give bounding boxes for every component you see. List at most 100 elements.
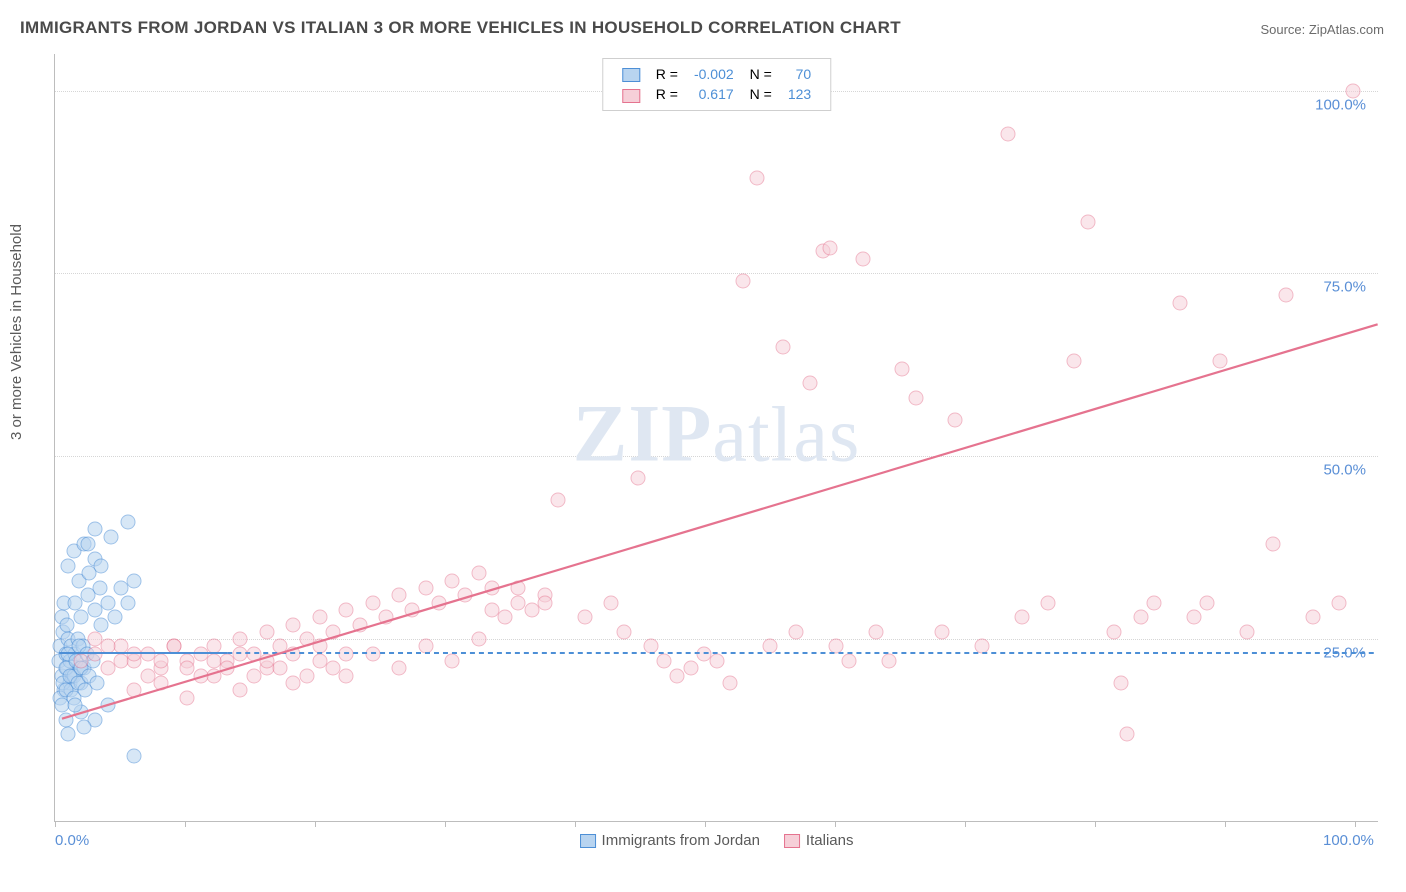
data-point-italians	[948, 412, 963, 427]
data-point-italians	[736, 273, 751, 288]
y-axis-label: 3 or more Vehicles in Household	[8, 224, 25, 440]
x-tick	[835, 821, 836, 827]
legend-row-italians: R = 0.617 N = 123	[615, 85, 818, 103]
y-tick-label: 25.0%	[1323, 645, 1366, 662]
data-point-italians	[1107, 624, 1122, 639]
x-tick	[185, 821, 186, 827]
data-point-italians	[1345, 83, 1360, 98]
swatch-jordan	[580, 834, 596, 848]
x-tick	[705, 821, 706, 827]
x-tick	[1095, 821, 1096, 827]
data-point-italians	[749, 171, 764, 186]
data-point-italians	[604, 595, 619, 610]
watermark-zip: ZIP	[573, 387, 713, 478]
data-point-jordan	[61, 559, 76, 574]
watermark-atlas: atlas	[712, 390, 860, 477]
data-point-italians	[153, 654, 168, 669]
data-point-italians	[1305, 610, 1320, 625]
data-point-jordan	[90, 676, 105, 691]
data-point-italians	[855, 251, 870, 266]
data-point-italians	[657, 654, 672, 669]
data-point-jordan	[81, 588, 96, 603]
legend-n-italians: 123	[781, 85, 818, 103]
data-point-italians	[484, 602, 499, 617]
data-point-italians	[1067, 354, 1082, 369]
grid-line	[55, 273, 1378, 274]
data-point-jordan	[61, 727, 76, 742]
data-point-italians	[445, 654, 460, 669]
data-point-italians	[630, 471, 645, 486]
x-tick-label: 0.0%	[55, 832, 89, 849]
legend-row-jordan: R = -0.002 N = 70	[615, 65, 818, 83]
data-point-italians	[379, 610, 394, 625]
data-point-jordan	[100, 595, 115, 610]
data-point-italians	[326, 624, 341, 639]
data-point-italians	[233, 683, 248, 698]
legend-r-label: R =	[649, 85, 685, 103]
data-point-jordan	[127, 573, 142, 588]
data-point-italians	[895, 361, 910, 376]
data-point-italians	[1080, 215, 1095, 230]
data-point-italians	[1266, 537, 1281, 552]
watermark: ZIPatlas	[573, 386, 861, 480]
correlation-legend: R = -0.002 N = 70 R = 0.617 N = 123	[602, 58, 831, 111]
data-point-italians	[312, 610, 327, 625]
source-credit: Source: ZipAtlas.com	[1260, 22, 1384, 37]
data-point-italians	[418, 580, 433, 595]
data-point-italians	[140, 668, 155, 683]
x-tick	[965, 821, 966, 827]
data-point-italians	[286, 617, 301, 632]
source-link[interactable]: ZipAtlas.com	[1309, 22, 1384, 37]
data-point-italians	[206, 639, 221, 654]
legend-n-label: N =	[743, 65, 779, 83]
grid-line	[55, 639, 1378, 640]
data-point-italians	[617, 624, 632, 639]
x-tick	[55, 821, 56, 827]
legend-item-jordan: Immigrants from Jordan	[580, 832, 760, 849]
data-point-jordan	[120, 515, 135, 530]
data-point-italians	[1113, 676, 1128, 691]
data-point-italians	[246, 668, 261, 683]
legend-n-label: N =	[743, 85, 779, 103]
data-point-italians	[1133, 610, 1148, 625]
data-point-italians	[1120, 727, 1135, 742]
data-point-italians	[710, 654, 725, 669]
data-point-italians	[352, 617, 367, 632]
data-point-italians	[1213, 354, 1228, 369]
data-point-italians	[312, 639, 327, 654]
data-point-italians	[1001, 127, 1016, 142]
data-point-italians	[723, 676, 738, 691]
data-point-italians	[1279, 288, 1294, 303]
data-point-italians	[802, 376, 817, 391]
scatter-chart: ZIPatlas R = -0.002 N = 70 R = 0.617 N =…	[54, 54, 1378, 822]
data-point-italians	[471, 632, 486, 647]
data-point-italians	[511, 580, 526, 595]
data-point-italians	[935, 624, 950, 639]
data-point-italians	[908, 390, 923, 405]
legend-r-label: R =	[649, 65, 685, 83]
data-point-italians	[405, 602, 420, 617]
data-point-italians	[365, 646, 380, 661]
data-point-jordan	[100, 697, 115, 712]
data-point-italians	[339, 668, 354, 683]
data-point-italians	[286, 646, 301, 661]
data-point-italians	[1146, 595, 1161, 610]
data-point-italians	[167, 639, 182, 654]
x-tick	[1355, 821, 1356, 827]
y-tick-label: 100.0%	[1315, 96, 1366, 113]
data-point-italians	[551, 493, 566, 508]
data-point-italians	[220, 661, 235, 676]
legend-n-jordan: 70	[781, 65, 818, 83]
data-point-italians	[762, 639, 777, 654]
data-point-italians	[299, 668, 314, 683]
data-point-jordan	[87, 522, 102, 537]
data-point-italians	[127, 683, 142, 698]
data-point-italians	[339, 646, 354, 661]
legend-r-jordan: -0.002	[687, 65, 741, 83]
data-point-italians	[683, 661, 698, 676]
data-point-italians	[1186, 610, 1201, 625]
x-tick	[445, 821, 446, 827]
data-point-italians	[418, 639, 433, 654]
swatch-italians	[784, 834, 800, 848]
data-point-italians	[1199, 595, 1214, 610]
